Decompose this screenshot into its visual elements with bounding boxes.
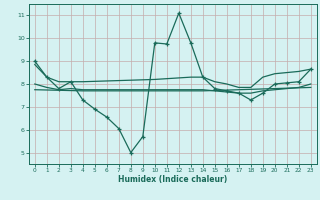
X-axis label: Humidex (Indice chaleur): Humidex (Indice chaleur) (118, 175, 228, 184)
